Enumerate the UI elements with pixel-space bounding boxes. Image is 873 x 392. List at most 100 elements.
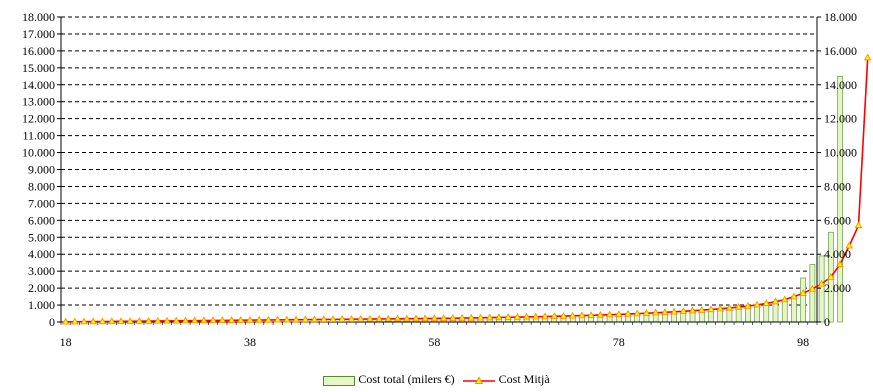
x-tick-label: 18 [60,335,72,349]
line-point [578,311,586,319]
right-y-tick-label: 4.000 [824,247,851,261]
legend-swatch-line [462,376,495,384]
line-point [642,309,651,316]
legend-item-line: Cost Mitjà [462,372,550,386]
line-point [532,312,540,320]
bar [781,299,788,323]
line-point [522,312,531,320]
left-y-tick-label: 18.000 [22,10,55,24]
line-point [80,317,88,325]
line-point [375,314,383,322]
line-point [697,306,706,313]
line-point [430,314,439,322]
line-point [707,305,715,313]
line-point [771,297,780,305]
line-point [734,302,743,310]
line-point [587,311,595,318]
line-point [605,310,614,318]
line-point [144,316,153,324]
line-point [301,315,310,323]
line-point [753,300,761,308]
line-point [98,317,107,325]
line-point [393,314,402,322]
x-tick-label: 78 [613,335,625,349]
line-point [255,315,263,323]
line-point [762,299,771,307]
line-point [780,295,789,303]
left-y-tick-label: 15.000 [22,61,55,75]
left-y-tick-label: 7.000 [28,196,55,210]
line-point [347,315,356,322]
line-point [716,304,724,312]
line-point [61,317,70,325]
left-y-tick-label: 10.000 [22,146,55,160]
line-point [541,312,549,320]
left-y-tick-label: 0 [49,315,55,329]
line-point [624,309,632,317]
line-point [117,317,125,324]
left-y-tick-label: 8.000 [28,179,55,193]
line-point [679,307,688,314]
line-point [356,314,365,322]
line-point [218,316,227,324]
line-point [615,310,623,318]
bar [772,301,779,323]
legend-item-bars: Cost total (milers €) [323,372,455,386]
x-tick-label: 38 [244,335,256,349]
line-point [237,316,245,323]
left-y-tick-label: 5.000 [28,230,55,244]
line-point [568,311,577,319]
right-y-tick-label: 16.000 [824,44,857,58]
left-y-tick-label: 12.000 [22,112,55,126]
line-point [495,313,503,321]
left-y-tick-label: 4.000 [28,247,55,261]
line-point [292,315,300,323]
bar [809,264,816,323]
line-point [181,316,190,324]
line-point [836,260,844,268]
line-point [827,272,835,280]
legend: Cost total (milers €) Cost Mitjà [0,371,873,386]
line-point [485,313,494,321]
left-y-tick-label: 1.000 [28,298,55,312]
line-point [559,311,568,319]
line-point [126,317,134,324]
bar [763,303,770,323]
left-y-tick-label: 2.000 [28,281,55,295]
legend-swatch-bar [323,375,356,386]
line-point [744,301,752,309]
bar-series-cost-total [62,76,843,323]
line-point [200,316,208,324]
left-y-tick-label: 11.000 [22,129,55,143]
line-point [154,316,162,324]
line-point [799,289,807,296]
bar [818,255,825,323]
line-point [107,317,116,325]
line-point [467,313,476,321]
right-y-tick-label: 6.000 [824,213,851,227]
line-point [808,284,817,292]
left-y-tick-label: 13.000 [22,95,55,109]
right-y-tick-label: 0 [824,315,830,329]
axes [57,16,821,325]
line-point [71,317,79,325]
bar [800,277,807,323]
line-point [246,316,254,323]
line-point [421,314,429,322]
line-point [863,53,872,61]
line-point [790,292,798,300]
line-point [402,314,411,322]
line-point [449,314,457,321]
line-point [227,316,236,323]
line-point [172,316,181,324]
line-point [329,315,337,323]
right-y-tick-labels: 0 2.000 4.000 6.000 8.000 10.000 12.000 14.000 1… [824,10,857,329]
left-y-tick-labels: 0 1.000 2.000 3.000 4.000 5.000 6.000 7.000 8.00… [22,10,55,329]
x-tick-label: 58 [428,335,440,349]
line-point [688,306,697,314]
line-point [817,279,826,287]
right-y-tick-label: 18.000 [824,10,857,24]
line-point [163,316,171,324]
line-point [661,308,669,315]
